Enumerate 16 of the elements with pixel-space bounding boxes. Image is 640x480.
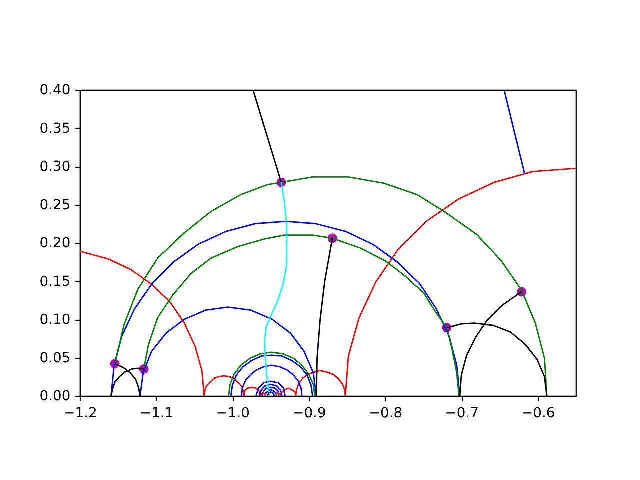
y-tick-label: 0.05 [40, 350, 71, 366]
x-tick-label: −0.6 [521, 405, 556, 422]
x-tick-label: −0.8 [368, 405, 403, 422]
y-tick-label: 0.20 [40, 236, 71, 252]
y-tick-label: 0.15 [40, 274, 71, 290]
y-tick-label: 0.10 [40, 312, 71, 328]
y-tick-label: 0.30 [40, 159, 71, 175]
y-tick-label: 0.00 [40, 388, 71, 404]
y-tick-label: 0.35 [40, 120, 71, 137]
x-tick-label: −1.2 [64, 405, 98, 422]
x-tick-label: −0.9 [292, 405, 326, 422]
y-tick-label: 0.25 [40, 197, 71, 214]
x-tick-label: −1.0 [216, 405, 250, 422]
y-tick-label: 0.40 [40, 82, 71, 98]
x-tick-label: −1.1 [140, 405, 174, 422]
x-tick-label: −0.7 [445, 405, 479, 422]
